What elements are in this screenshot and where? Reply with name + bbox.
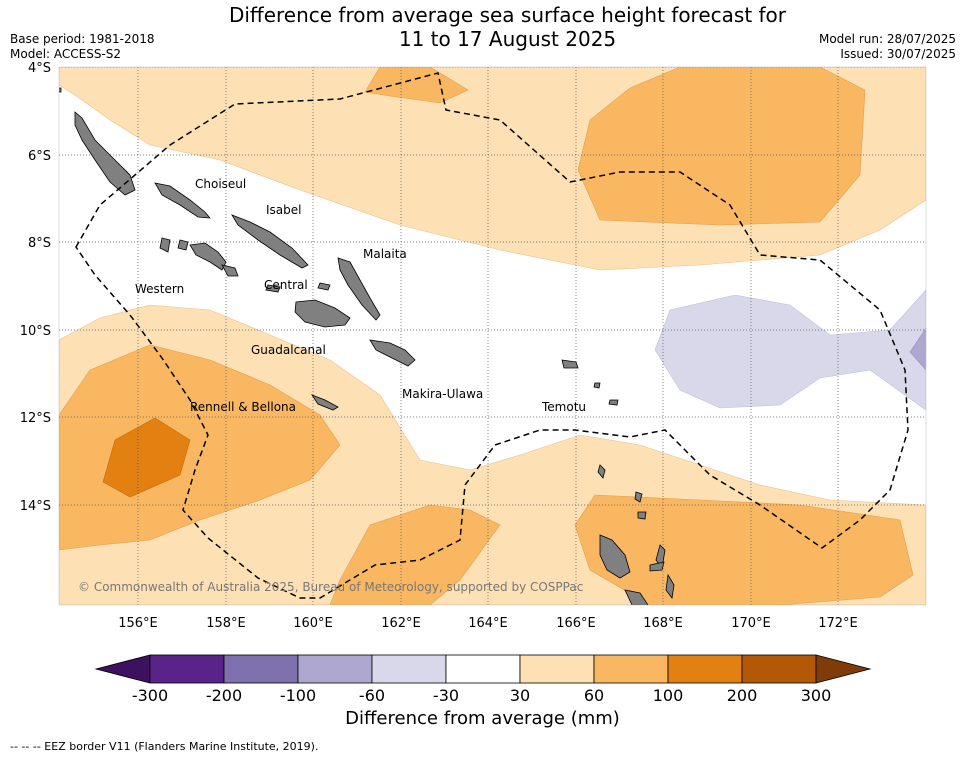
island-rennell [310, 394, 339, 411]
island-vella [159, 237, 171, 253]
colorbar-segment [519, 654, 595, 684]
lon-label: 164°E [468, 616, 508, 631]
colorbar-segment [371, 654, 447, 684]
island-torres [597, 464, 606, 479]
island-makira [369, 339, 416, 367]
lon-label: 170°E [731, 616, 771, 631]
anomaly-zone-60-100-northeast [577, 67, 866, 226]
colorbar-segment [223, 654, 299, 684]
lat-label: 4°S [28, 61, 51, 76]
island-kolombangara [177, 239, 189, 251]
meta-right: Model run: 28/07/2025 Issued: 30/07/2025 [819, 32, 956, 62]
lon-label: 168°E [643, 616, 683, 631]
island-pinnacle [637, 511, 647, 520]
eez-footnote: -- -- -- EEZ border V11 (Flanders Marine… [10, 740, 319, 753]
lat-label: 8°S [28, 236, 51, 251]
island-guadalcanal [294, 299, 351, 328]
title-line-1: Difference from average sea surface heig… [228, 3, 787, 27]
colorbar-tick-label: 60 [584, 686, 604, 705]
lon-label: 158°E [206, 616, 246, 631]
province-labels: Choiseul Isabel Malaita Western Central … [135, 177, 586, 414]
lat-label: 12°S [20, 411, 51, 426]
province-label-guadalcanal: Guadalcanal [251, 343, 326, 357]
lat-label: 6°S [28, 149, 51, 164]
island-bougainville [74, 111, 136, 196]
colorbar-tick-label: -100 [280, 686, 316, 705]
graticule [59, 67, 926, 605]
colorbar-tick-label: -30 [433, 686, 459, 705]
colorbar-tick-label: 100 [653, 686, 684, 705]
province-label-makira-ulawa: Makira-Ulawa [402, 387, 483, 401]
province-label-central: Central [264, 278, 308, 292]
island-ambae [649, 561, 665, 572]
colorbar-ticks: -300 -200 -100 -60 -30 30 60 100 200 300 [132, 686, 831, 705]
lon-label: 166°E [556, 616, 596, 631]
latitude-labels: 4°S 6°S 8°S 10°S 12°S 14°S [20, 61, 51, 514]
copyright-notice: © Commonwealth of Australia 2025, Bureau… [78, 580, 584, 594]
map-frame [58, 66, 927, 606]
colorbar-tick-label: -200 [206, 686, 242, 705]
colorbar-arrow-high [815, 654, 872, 684]
island-espiritu-santo [599, 534, 631, 579]
province-label-rennell-bellona: Rennell & Bellona [190, 400, 296, 414]
lat-label: 14°S [20, 499, 51, 514]
island-vanikoro [608, 399, 619, 406]
island-isabel [231, 214, 309, 269]
colorbar-segments [94, 654, 872, 684]
lon-label: 172°E [818, 616, 858, 631]
colorbar-segment [741, 654, 817, 684]
colorbar-tick-label: -60 [359, 686, 385, 705]
colorbar-tick-label: 30 [510, 686, 530, 705]
colorbar-arrow-low [94, 654, 151, 684]
island-utupua [593, 382, 601, 389]
issued-date: Issued: 30/07/2025 [840, 47, 956, 61]
island-choiseul [154, 182, 211, 219]
meta-left: Base period: 1981-2018 Model: ACCESS-S2 [10, 32, 155, 62]
model-name: Model: ACCESS-S2 [10, 47, 122, 61]
island-russell [265, 284, 281, 293]
province-label-malaita: Malaita [363, 247, 407, 261]
province-label-temotu: Temotu [541, 400, 586, 414]
island-banks [634, 491, 643, 503]
island-rendova [221, 264, 239, 277]
island-florida [317, 282, 331, 291]
colorbar-segment [667, 654, 743, 684]
colorbar-segment [593, 654, 669, 684]
colorbar-tick-label: -300 [132, 686, 168, 705]
lon-label: 160°E [293, 616, 333, 631]
colorbar-tick-label: 200 [727, 686, 758, 705]
colorbar-segment [445, 654, 521, 684]
lon-label: 162°E [381, 616, 421, 631]
anomaly-zone-neg60-neg100 [909, 327, 926, 371]
province-label-western: Western [135, 282, 184, 296]
lon-label: 156°E [118, 616, 158, 631]
colorbar-segment [297, 654, 373, 684]
colorbar-segment [149, 654, 225, 684]
island-malekula [624, 589, 649, 605]
lat-label: 10°S [20, 324, 51, 339]
map-title: Difference from average sea surface heig… [0, 3, 965, 51]
colorbar-title: Difference from average (mm) [345, 708, 620, 729]
anomaly-zone-100-200 [102, 417, 191, 498]
land-masses [59, 87, 675, 605]
island-malaita [337, 257, 381, 321]
anomaly-zone-60-100-south [329, 504, 501, 605]
map-panel: 4°S 6°S 8°S 10°S 12°S 14°S 156°E 158°E 1… [20, 61, 927, 631]
longitude-labels: 156°E 158°E 160°E 162°E 164°E 166°E 168°… [118, 616, 858, 631]
colorbar: -300 -200 -100 -60 -30 30 60 100 200 300 [94, 654, 872, 705]
province-label-isabel: Isabel [266, 203, 301, 217]
eez-border [75, 72, 909, 599]
colorbar-tick-label: 300 [801, 686, 832, 705]
base-period: Base period: 1981-2018 [10, 32, 155, 46]
island-santa-cruz [561, 359, 579, 369]
province-label-choiseul: Choiseul [195, 177, 246, 191]
model-run: Model run: 28/07/2025 [818, 32, 956, 46]
anomaly-zone-60-100-west [59, 344, 341, 551]
title-line-2: 11 to 17 August 2025 [398, 27, 617, 51]
island-pentecost [665, 573, 675, 600]
map-area [59, 67, 926, 605]
island-west [59, 87, 62, 93]
anomaly-zone-neg30-neg60 [654, 289, 926, 411]
